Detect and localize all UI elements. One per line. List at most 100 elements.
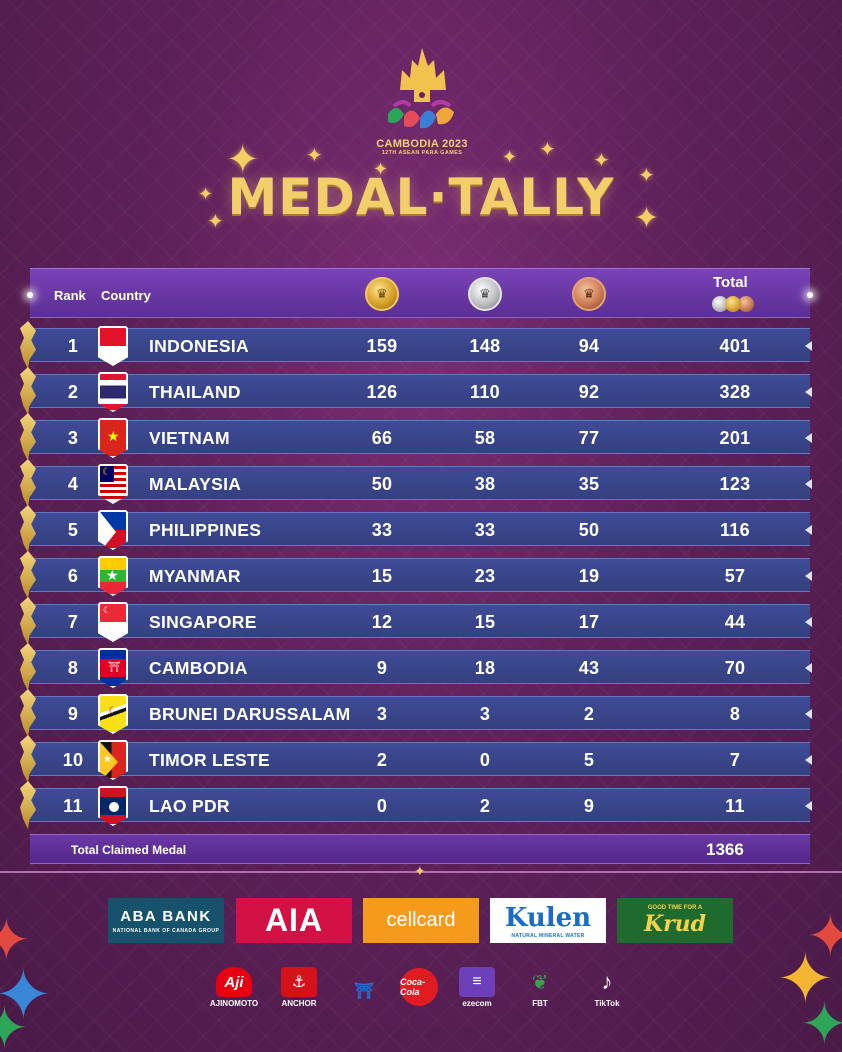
table-row: 6 ★ MYANMAR 15 23 19 57	[20, 551, 812, 599]
krud-logo: GOOD TIME FOR A Krud	[617, 898, 733, 943]
arrow-icon	[805, 433, 812, 443]
anchor-logo: ⚓ ANCHOR	[276, 962, 322, 1008]
country-flag-icon: ★	[98, 740, 128, 780]
gold-cell: 126	[366, 382, 398, 402]
ornament-icon	[20, 505, 36, 553]
table-row: 4 ☾ MALAYSIA 50 38 35 123	[20, 459, 812, 507]
kulen-logo: Kulen NATURAL MINERAL WATER	[490, 898, 606, 943]
wheat-icon: ❦	[531, 971, 549, 994]
rank-cell: 3	[67, 428, 79, 448]
sparkle-icon: ✦	[593, 150, 610, 172]
fbt-logo: ❦ FBT	[517, 962, 563, 1009]
total-cell: 201	[719, 428, 751, 448]
logo-title: CAMBODIA 2023	[376, 138, 468, 150]
arrow-icon	[805, 801, 812, 811]
country-flag-icon: ☾	[98, 602, 128, 642]
bronze-cell: 2	[583, 704, 595, 724]
ornament-icon	[20, 735, 36, 783]
rank-cell: 8	[67, 658, 79, 678]
arrow-icon	[805, 479, 812, 489]
country-flag-icon: ☾	[98, 694, 128, 734]
rank-cell: 4	[67, 474, 79, 494]
ornament-icon	[20, 459, 36, 507]
aia-logo: AIA	[236, 898, 352, 943]
country-cell: THAILAND	[149, 382, 241, 402]
total-row: Total Claimed Medal 1366	[30, 834, 810, 864]
kulen-sub: NATURAL MINERAL WATER	[511, 932, 585, 939]
table-row: 3 ★ VIETNAM 66 58 77 201	[20, 413, 812, 461]
gold-cell: 15	[371, 566, 393, 586]
rank-cell: 2	[67, 382, 79, 402]
rank-cell: 9	[67, 704, 79, 724]
table-row: 11 LAO PDR 0 2 9 11	[20, 781, 812, 829]
country-flag-icon	[98, 326, 128, 366]
ornament-icon	[20, 367, 36, 415]
country-flag-icon	[98, 372, 128, 412]
mini-bronze-medal-icon	[738, 296, 754, 312]
gold-cell: 0	[376, 796, 388, 816]
fbt-label: FBT	[532, 999, 548, 1008]
aba-bank-sub: NATIONAL BANK OF CANADA GROUP	[112, 927, 220, 934]
sparkle-icon: ✦	[414, 863, 426, 879]
country-cell: SINGAPORE	[149, 612, 257, 632]
tiktok-icon: ♪	[601, 969, 613, 994]
coca-cola-logo: Coca-Cola	[396, 962, 442, 1008]
ezecom-label: ezecom	[462, 999, 492, 1008]
total-cell: 123	[719, 474, 751, 494]
sparkle-icon: ✦	[373, 159, 389, 179]
cambodia-tourism-logo: ⛩	[341, 962, 387, 1008]
ornament-icon	[20, 321, 36, 369]
bronze-cell: 77	[578, 428, 600, 448]
gold-cell: 12	[371, 612, 393, 632]
decorative-star-icon: ✦	[0, 956, 53, 1034]
gold-cell: 9	[376, 658, 388, 678]
bronze-medal-icon: ♛	[572, 277, 606, 311]
sparkle-icon: ✦	[502, 147, 518, 167]
country-cell: VIETNAM	[149, 428, 230, 448]
table-row: 7 ☾ SINGAPORE 12 15 17 44	[20, 597, 812, 645]
table-row: 8 ⛩ CAMBODIA 9 18 43 70	[20, 643, 812, 691]
gold-cell: 2	[376, 750, 388, 770]
bronze-cell: 43	[578, 658, 600, 678]
total-cell: 328	[719, 382, 751, 402]
gold-cell: 66	[371, 428, 393, 448]
arrow-icon	[805, 387, 812, 397]
silver-cell: 23	[474, 566, 496, 586]
gold-cell: 33	[371, 520, 393, 540]
rank-cell: 7	[67, 612, 79, 632]
arrow-icon	[805, 755, 812, 765]
rank-cell: 1	[67, 336, 79, 356]
sparkle-icon: ✦	[306, 145, 323, 167]
ornament-icon	[20, 781, 36, 829]
country-cell: BRUNEI DARUSSALAM	[149, 704, 351, 724]
total-cell: 8	[729, 704, 741, 724]
total-cell: 70	[724, 658, 746, 678]
silver-cell: 33	[474, 520, 496, 540]
total-cell: 11	[725, 796, 745, 816]
bronze-cell: 35	[578, 474, 600, 494]
sparkle-icon: ✦	[634, 202, 660, 235]
glow-dot	[807, 292, 813, 298]
gold-cell: 3	[376, 704, 388, 724]
total-label: Total Claimed Medal	[71, 843, 187, 857]
tiktok-label: TikTok	[594, 999, 620, 1008]
divider	[0, 871, 842, 873]
games-logo: CAMBODIA 2023 12TH ASEAN PARA GAMES	[370, 44, 474, 166]
total-value: 1366	[706, 840, 744, 859]
sparkle-icon: ✦	[226, 138, 260, 182]
silver-cell: 2	[479, 796, 491, 816]
glow-dot	[27, 292, 33, 298]
country-flag-icon: ⛩	[98, 648, 128, 688]
krud-name: Krud	[643, 910, 707, 937]
krud-sub: GOOD TIME FOR A	[647, 904, 703, 911]
header-country: Country	[101, 288, 151, 303]
sparkle-icon: ✦	[198, 184, 214, 204]
decorative-star-icon: ✦	[806, 904, 842, 969]
country-cell: PHILIPPINES	[149, 520, 262, 540]
country-flag-icon: ☾	[98, 464, 128, 504]
ezecom-logo: ≡ ezecom	[454, 962, 500, 1008]
decorative-star-icon: ✦	[800, 992, 842, 1052]
country-cell: LAO PDR	[149, 796, 230, 816]
ajinomoto-icon: Aji	[216, 967, 252, 997]
rank-cell: 5	[67, 520, 79, 540]
